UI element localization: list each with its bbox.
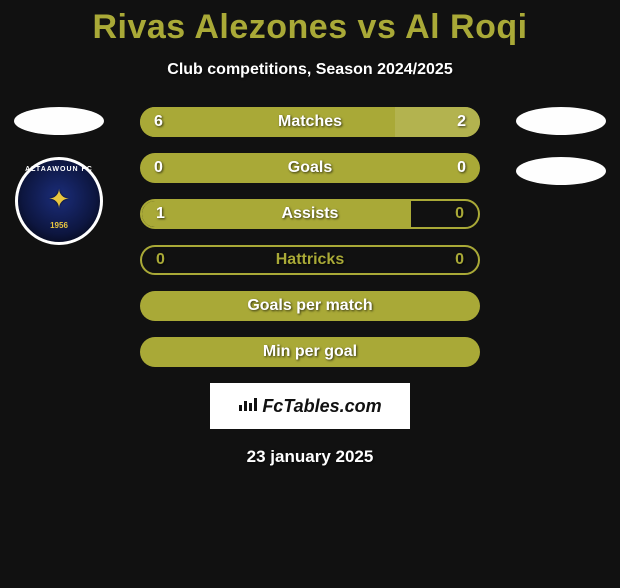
- stat-value-right: 0: [455, 205, 464, 223]
- page-subtitle: Club competitions, Season 2024/2025: [0, 61, 620, 79]
- stat-value-right: 0: [455, 251, 464, 269]
- stat-value-left: 0: [156, 251, 165, 269]
- left-logo-column: ALTAAWOUN FC ✦ 1956: [14, 107, 104, 245]
- right-logo-column: [516, 107, 606, 207]
- stat-bars: Matches62Goals00Assists10Hattricks00Goal…: [140, 107, 480, 367]
- altaawoun-logo-icon: ALTAAWOUN FC ✦ 1956: [15, 157, 103, 245]
- comparison-panel: ALTAAWOUN FC ✦ 1956 Matches62 Goals00 Assi…: [0, 107, 620, 467]
- stat-bar: Goals00: [140, 153, 480, 183]
- chart-icon: [238, 396, 258, 417]
- stat-bar: Hattricks0 0: [140, 245, 480, 275]
- fctables-badge: FcTables.com: [210, 383, 410, 429]
- stat-bar: Assists10: [140, 199, 480, 229]
- stat-label: Hattricks: [142, 251, 478, 269]
- stat-bar: Goals per match: [140, 291, 480, 321]
- fctables-text: FcTables.com: [262, 396, 381, 417]
- date-label: 23 january 2025: [0, 447, 620, 467]
- star-icon: ✦: [48, 184, 70, 215]
- left-placeholder-icon: [14, 107, 104, 135]
- club-logo-year: 1956: [18, 221, 100, 230]
- root: Rivas Alezones vs Al Roqi Club competiti…: [0, 8, 620, 467]
- stat-bar: Matches62: [140, 107, 480, 137]
- stat-bar: Min per goal: [140, 337, 480, 367]
- right-placeholder2-icon: [516, 157, 606, 185]
- club-logo-arc-text: ALTAAWOUN FC: [18, 166, 100, 173]
- page-title: Rivas Alezones vs Al Roqi: [0, 8, 620, 47]
- right-placeholder1-icon: [516, 107, 606, 135]
